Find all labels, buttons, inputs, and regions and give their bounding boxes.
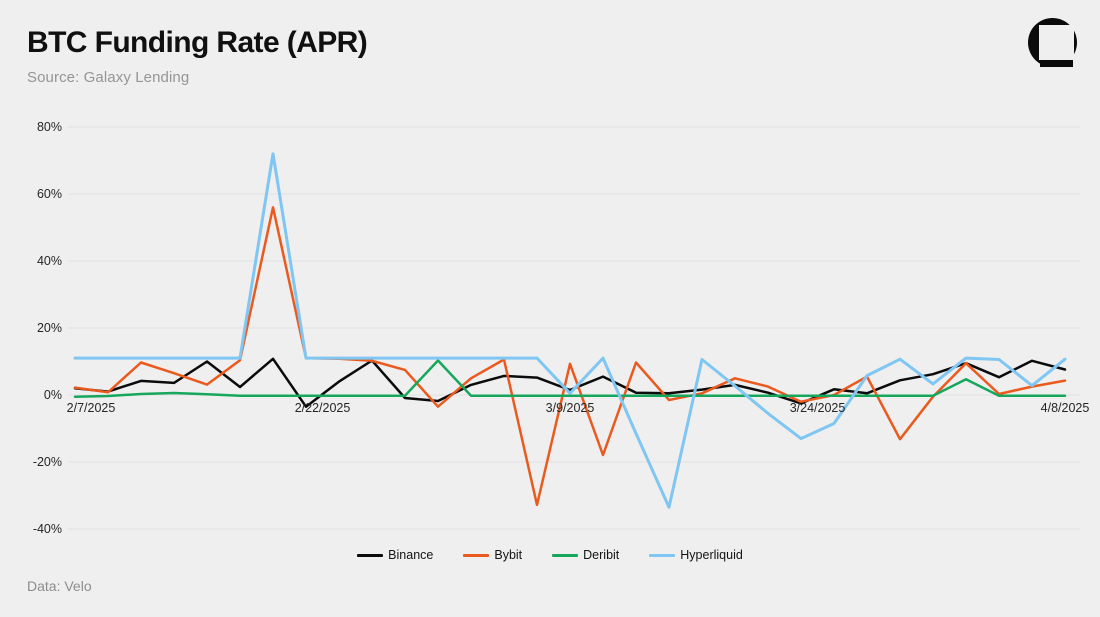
legend-swatch-bybit (463, 553, 490, 557)
x-axis-label: 4/8/2025 (1040, 401, 1090, 415)
page-title: BTC Funding Rate (APR) (27, 26, 368, 59)
legend-label-bybit: Bybit (494, 548, 523, 562)
legend-swatch-binance (357, 553, 384, 557)
logo-square (1039, 25, 1074, 60)
legend-item-bybit: Bybit (463, 548, 522, 562)
y-axis-label: -20% (32, 455, 62, 469)
legend-label-binance: Binance (388, 548, 434, 562)
x-axis-label: 2/7/2025 (66, 401, 116, 415)
series-line-hyperliquid (73, 152, 1067, 509)
series-line-binance (73, 357, 1067, 408)
legend-label-deribit: Deribit (583, 548, 620, 562)
x-axis-label: 3/9/2025 (545, 401, 595, 415)
galaxy-logo-icon (1028, 18, 1078, 68)
x-axis-label: 2/22/2025 (294, 401, 351, 415)
logo-bar (1040, 60, 1073, 67)
y-axis-label: 80% (36, 120, 62, 134)
legend-item-deribit: Deribit (552, 548, 619, 562)
data-credit: Data: Velo (27, 578, 92, 594)
legend-swatch-deribit (552, 553, 579, 557)
legend-item-binance: Binance (357, 548, 433, 562)
series-line-bybit (73, 206, 1067, 507)
legend-item-hyperliquid: Hyperliquid (649, 548, 743, 562)
y-axis-label: 60% (36, 187, 62, 201)
chart-legend: Binance Bybit Deribit Hyperliquid (0, 544, 1100, 566)
y-axis-label: 0% (43, 388, 62, 402)
y-axis-label: 20% (36, 321, 62, 335)
y-axis-label: 40% (36, 254, 62, 268)
y-axis-label: -40% (32, 522, 62, 536)
series-line-deribit (73, 359, 1067, 398)
legend-label-hyperliquid: Hyperliquid (680, 548, 743, 562)
x-axis-label: 3/24/2025 (789, 401, 846, 415)
legend-swatch-hyperliquid (649, 553, 676, 557)
chart-subtitle: Source: Galaxy Lending (27, 69, 190, 86)
